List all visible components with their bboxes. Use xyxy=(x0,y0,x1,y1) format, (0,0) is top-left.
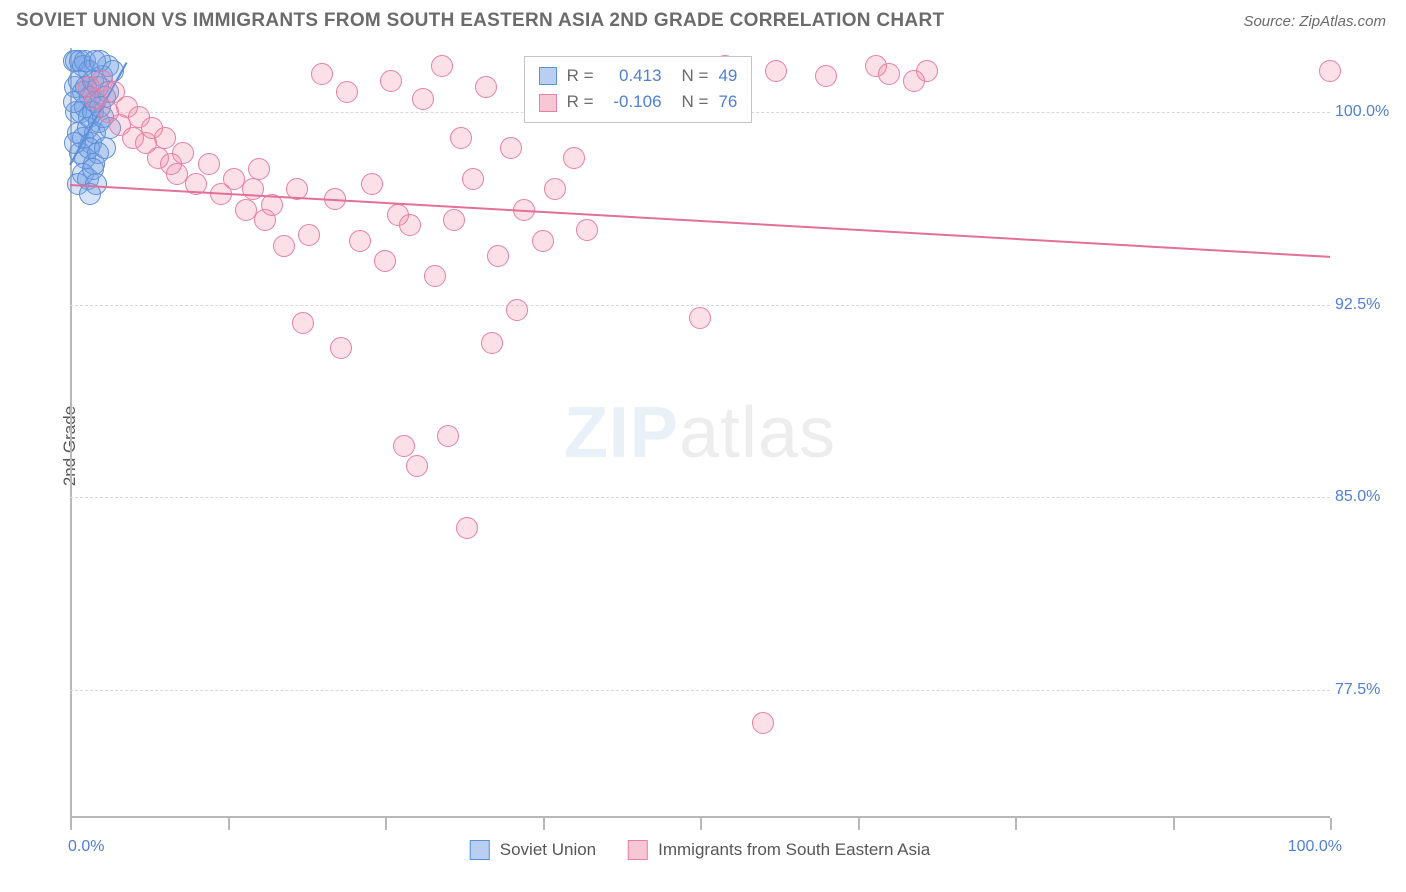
x-tick xyxy=(858,818,860,830)
x-tick xyxy=(1015,818,1017,830)
legend-row: R = 0.413 N = 49 xyxy=(539,63,738,89)
series-legend-label: Soviet Union xyxy=(500,840,596,860)
x-tick xyxy=(1330,818,1332,830)
data-point xyxy=(399,214,421,236)
data-point xyxy=(330,337,352,359)
y-tick-label: 85.0% xyxy=(1335,488,1405,506)
gridline xyxy=(70,690,1330,691)
series-legend-item: Soviet Union xyxy=(470,840,596,860)
gridline xyxy=(70,497,1330,498)
data-point xyxy=(154,127,176,149)
data-point xyxy=(481,332,503,354)
y-tick-label: 92.5% xyxy=(1335,296,1405,314)
data-point xyxy=(456,517,478,539)
y-tick-label: 77.5% xyxy=(1335,681,1405,699)
series-legend-label: Immigrants from South Eastern Asia xyxy=(658,840,930,860)
data-point xyxy=(393,435,415,457)
data-point xyxy=(349,230,371,252)
data-point xyxy=(273,235,295,257)
x-tick xyxy=(543,818,545,830)
data-point xyxy=(752,712,774,734)
legend-n-value: 76 xyxy=(718,89,737,115)
data-point xyxy=(361,173,383,195)
data-point xyxy=(450,127,472,149)
x-axis-max-label: 100.0% xyxy=(1288,838,1342,856)
x-tick xyxy=(1173,818,1175,830)
data-point xyxy=(374,250,396,272)
data-point xyxy=(689,307,711,329)
watermark: ZIPatlas xyxy=(564,392,836,474)
chart-area: ZIPatlas 0.0% 100.0% 77.5%85.0%92.5%100.… xyxy=(70,48,1330,818)
data-point xyxy=(424,265,446,287)
gridline xyxy=(70,305,1330,306)
legend-swatch xyxy=(539,94,557,112)
legend-swatch xyxy=(470,840,490,860)
data-point xyxy=(878,63,900,85)
header: SOVIET UNION VS IMMIGRANTS FROM SOUTH EA… xyxy=(0,0,1406,38)
legend-n-value: 49 xyxy=(718,63,737,89)
watermark-bold: ZIP xyxy=(564,393,679,473)
data-point xyxy=(576,219,598,241)
legend-swatch xyxy=(628,840,648,860)
legend-n-label: N = xyxy=(682,89,709,115)
data-point xyxy=(248,158,270,180)
data-point xyxy=(198,153,220,175)
data-point xyxy=(412,88,434,110)
chart-title: SOVIET UNION VS IMMIGRANTS FROM SOUTH EA… xyxy=(16,10,944,32)
x-tick xyxy=(385,818,387,830)
legend-n-label: N = xyxy=(682,63,709,89)
data-point xyxy=(437,425,459,447)
data-point xyxy=(544,178,566,200)
x-tick xyxy=(70,818,72,830)
data-point xyxy=(1319,60,1341,82)
x-tick xyxy=(228,818,230,830)
data-point xyxy=(443,209,465,231)
correlation-legend: R = 0.413 N = 49 R = -0.106 N = 76 xyxy=(524,56,753,123)
data-point xyxy=(487,245,509,267)
data-point xyxy=(431,55,453,77)
legend-swatch xyxy=(539,67,557,85)
data-point xyxy=(336,81,358,103)
data-point xyxy=(765,60,787,82)
source-attribution: Source: ZipAtlas.com xyxy=(1243,13,1386,30)
legend-r-value: 0.413 xyxy=(604,63,662,89)
legend-r-label: R = xyxy=(567,89,594,115)
series-legend-item: Immigrants from South Eastern Asia xyxy=(628,840,930,860)
legend-r-label: R = xyxy=(567,63,594,89)
plot-region: ZIPatlas 0.0% 100.0% 77.5%85.0%92.5%100.… xyxy=(70,48,1330,818)
data-point xyxy=(292,312,314,334)
x-axis-min-label: 0.0% xyxy=(68,838,104,856)
data-point xyxy=(506,299,528,321)
series-legend: Soviet Union Immigrants from South Easter… xyxy=(470,840,931,860)
data-point xyxy=(475,76,497,98)
watermark-light: atlas xyxy=(679,393,836,473)
data-point xyxy=(462,168,484,190)
legend-row: R = -0.106 N = 76 xyxy=(539,89,738,115)
legend-r-value: -0.106 xyxy=(604,89,662,115)
data-point xyxy=(311,63,333,85)
x-tick xyxy=(700,818,702,830)
data-point xyxy=(500,137,522,159)
data-point xyxy=(406,455,428,477)
data-point xyxy=(532,230,554,252)
data-point xyxy=(815,65,837,87)
data-point xyxy=(94,137,116,159)
data-point xyxy=(172,142,194,164)
data-point xyxy=(298,224,320,246)
y-tick-label: 100.0% xyxy=(1335,103,1405,121)
data-point xyxy=(380,70,402,92)
data-point xyxy=(916,60,938,82)
data-point xyxy=(563,147,585,169)
